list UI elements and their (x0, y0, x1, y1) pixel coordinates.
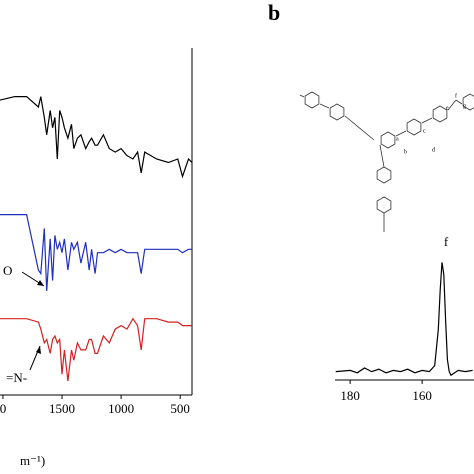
x-axis-label: m⁻¹) (20, 453, 45, 468)
bond (447, 99, 457, 111)
spectrum-line (0, 317, 192, 382)
bond (344, 115, 375, 141)
x-tick-label: 1000 (108, 401, 134, 416)
panel-label: b (268, 0, 280, 25)
spectrum-line (335, 262, 473, 377)
x-tick-label: 180 (340, 388, 360, 403)
ring (304, 91, 320, 109)
spectrum-line (0, 214, 192, 291)
structure-label: d (432, 147, 435, 153)
x-tick-label: 500 (170, 401, 190, 416)
bond (395, 130, 407, 137)
ring (376, 166, 392, 184)
bond (455, 99, 463, 105)
structure-label: a (396, 136, 399, 142)
x-tick-label: 0 (0, 401, 6, 416)
structure (299, 91, 474, 232)
ring (432, 105, 448, 123)
bond (299, 94, 305, 98)
structure-label: b (404, 149, 407, 155)
annotation: O (3, 263, 12, 278)
structure-label: f (455, 92, 457, 99)
arrow-head (36, 346, 41, 354)
ring (406, 118, 422, 136)
ring (329, 103, 345, 121)
bond (421, 117, 433, 124)
arrow-head (37, 280, 44, 286)
bond (379, 144, 385, 168)
ring (462, 93, 474, 111)
structure-label: g (463, 103, 466, 109)
ring (376, 196, 392, 214)
bond (319, 103, 330, 109)
ring (380, 131, 396, 149)
spectrum-line (0, 96, 193, 179)
peak-label: f (444, 234, 449, 249)
structure-label: e (446, 105, 449, 111)
x-tick-label: 160 (412, 388, 432, 403)
x-tick-label: 1500 (49, 401, 75, 416)
annotation: =N- (6, 370, 27, 385)
structure-label: c (423, 128, 426, 134)
